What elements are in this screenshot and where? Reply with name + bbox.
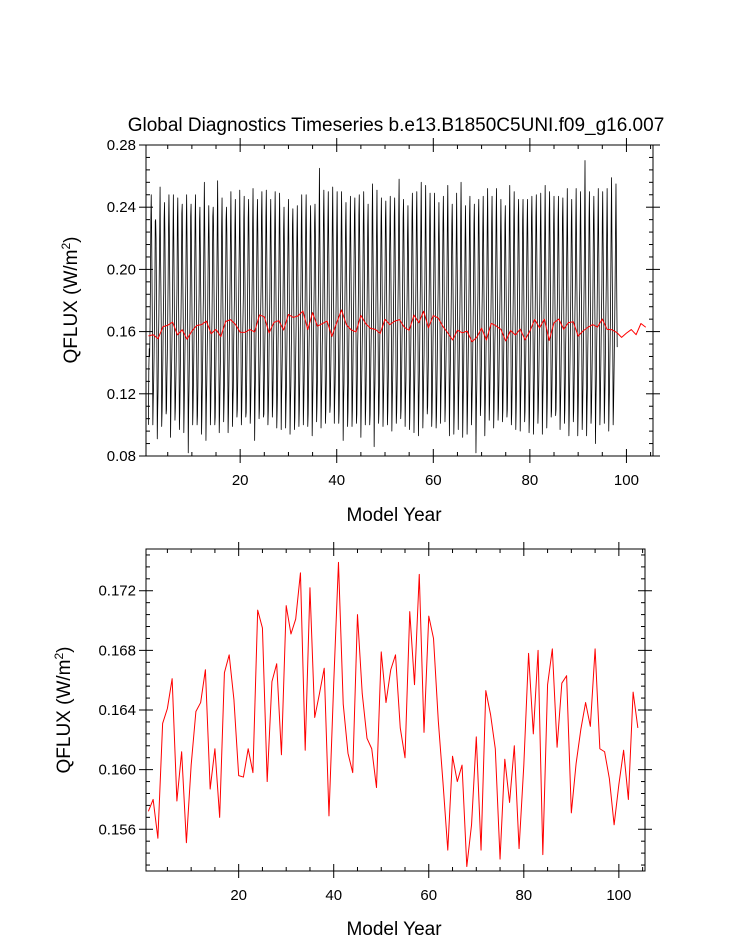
bottom-chart-y-axis-label: QFLUX (W/m2) xyxy=(52,646,75,773)
top-series-line-1 xyxy=(148,160,618,454)
top-x-tick-label: 100 xyxy=(614,472,639,489)
bottom-x-tick-label: 20 xyxy=(230,887,247,904)
top-chart-axes: 20 40 60 80 100 0.08 0.12 0.16 0.20 0.24 0.28 xyxy=(107,137,660,489)
bottom-chart: 20 40 60 80 100 0.156 0.160 0.164 0.168 0.172 Mod… xyxy=(52,542,652,940)
top-chart: 20 40 60 80 100 0.08 0.12 0.16 0.20 0.24 0.28 Mode… xyxy=(59,137,660,526)
chart-title: Global Diagnostics Timeseries b.e13.B185… xyxy=(128,115,665,136)
top-chart-frame xyxy=(145,144,654,457)
top-x-tick-label: 40 xyxy=(328,472,345,489)
top-chart-x-axis-label: Model Year xyxy=(346,505,442,526)
top-y-tick-label: 0.12 xyxy=(107,386,136,403)
bottom-series-line-1 xyxy=(147,561,639,868)
top-series-line-2 xyxy=(148,309,647,343)
top-y-tick-label: 0.24 xyxy=(107,199,136,216)
bottom-x-tick-label: 40 xyxy=(325,887,342,904)
top-x-tick-label: 20 xyxy=(232,472,249,489)
bottom-y-tick-label: 0.168 xyxy=(98,642,136,659)
bottom-chart-axes: 20 40 60 80 100 0.156 0.160 0.164 0.168 0.172 xyxy=(98,542,652,904)
bottom-y-tick-label: 0.160 xyxy=(98,762,136,779)
top-y-tick-label: 0.16 xyxy=(107,324,136,341)
bottom-y-tick-label: 0.172 xyxy=(98,583,136,600)
bottom-y-tick-label: 0.156 xyxy=(98,821,136,838)
bottom-x-tick-label: 80 xyxy=(515,887,532,904)
bottom-x-tick-label: 60 xyxy=(420,887,437,904)
top-chart-y-axis-label: QFLUX (W/m2) xyxy=(59,236,82,363)
top-y-tick-label: 0.28 xyxy=(107,137,136,154)
bottom-chart-frame xyxy=(145,548,646,872)
bottom-x-tick-label: 100 xyxy=(606,887,631,904)
top-x-tick-label: 60 xyxy=(425,472,442,489)
bottom-chart-x-axis-label: Model Year xyxy=(346,919,442,940)
bottom-y-tick-label: 0.164 xyxy=(98,702,136,719)
top-y-tick-label: 0.08 xyxy=(107,448,136,465)
bottom-chart-series xyxy=(147,561,639,868)
top-chart-series xyxy=(148,160,647,454)
top-y-tick-label: 0.20 xyxy=(107,261,136,278)
top-x-tick-label: 80 xyxy=(522,472,539,489)
